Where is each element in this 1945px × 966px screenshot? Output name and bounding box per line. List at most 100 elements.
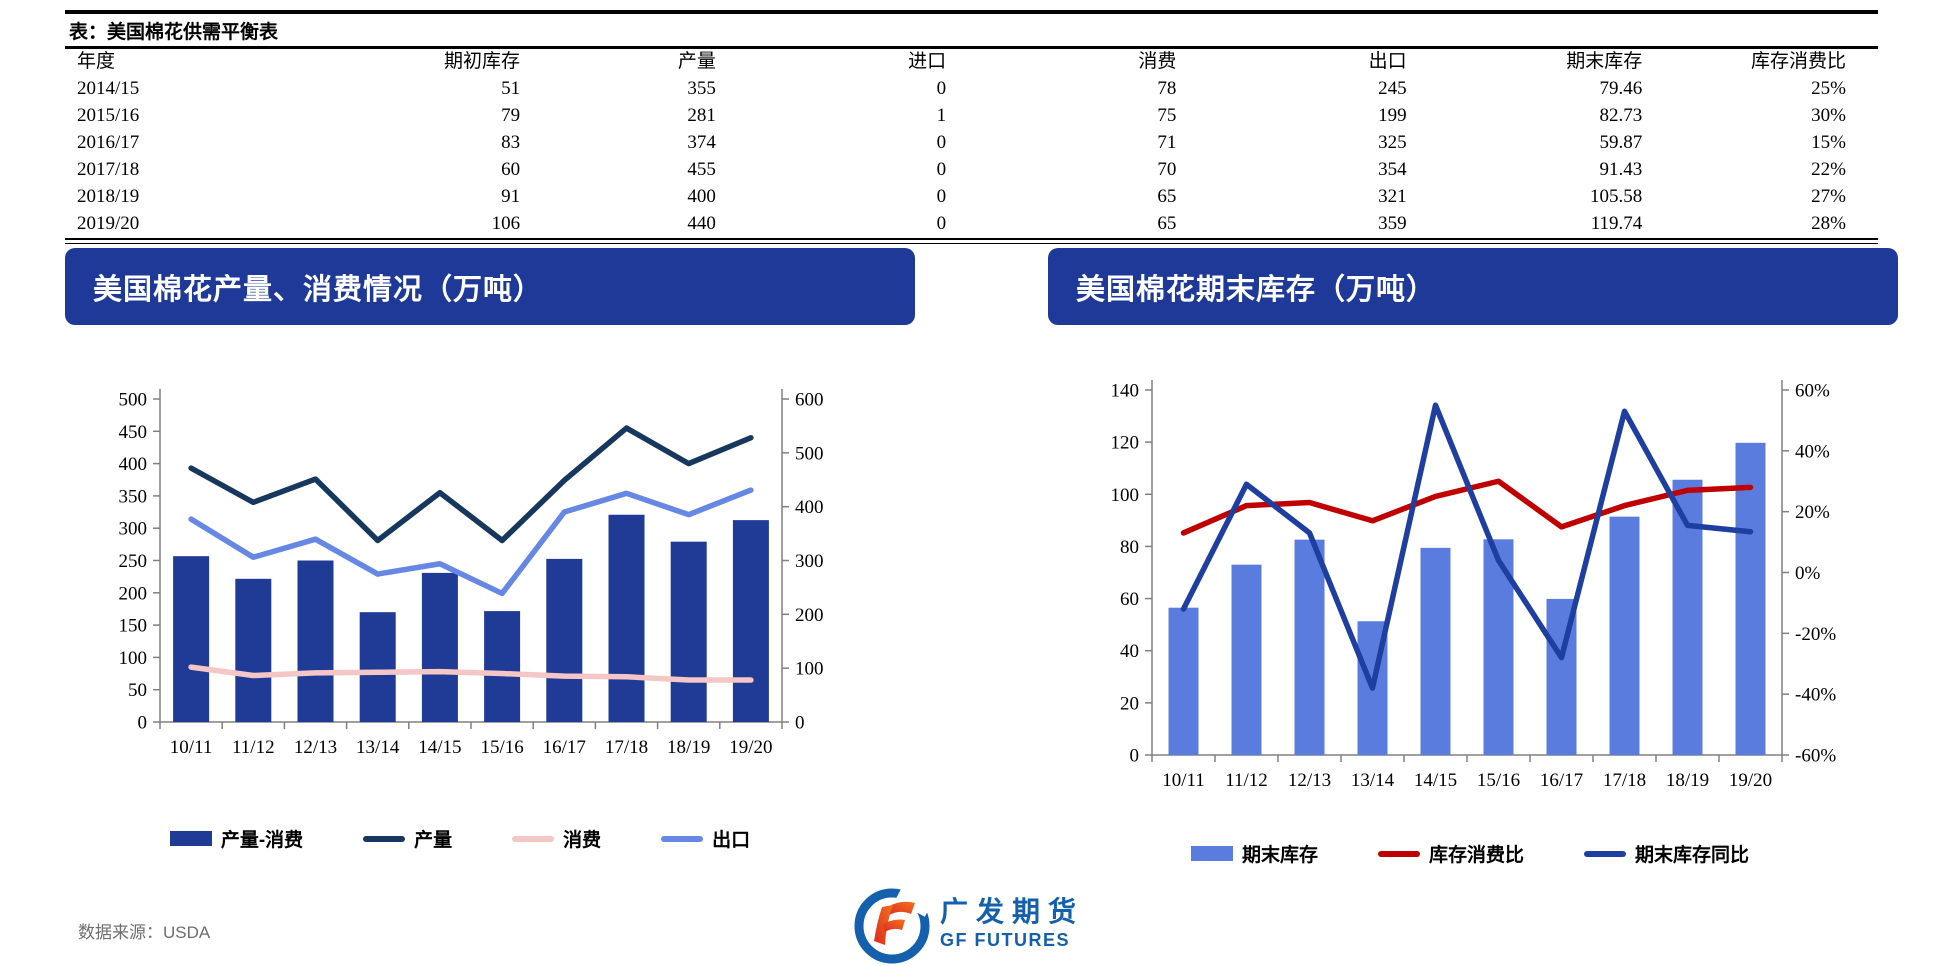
legend-label: 消费 — [563, 830, 602, 851]
legend-line-swatch — [363, 835, 406, 842]
table-cell: 79.46 — [1599, 78, 1643, 100]
table-cell: 78 — [1157, 78, 1177, 100]
legend-item: 期末库存 — [1190, 840, 1318, 867]
svg-text:16/17: 16/17 — [1540, 770, 1583, 791]
svg-text:20%: 20% — [1795, 502, 1830, 523]
table-cell: 105.58 — [1590, 186, 1643, 208]
table-header-cell: 进口 — [908, 51, 947, 73]
table-bottom-rule — [65, 238, 1878, 244]
table-cell: 245 — [1378, 78, 1407, 100]
table-row: 2019/20 106 440 0 65 359 119.74 28% — [65, 211, 1878, 238]
legend-item: 期末库存同比 — [1584, 840, 1749, 867]
legend-bar-swatch — [169, 831, 212, 846]
table-cell: 0 — [936, 78, 947, 100]
legend-item: 出口 — [661, 825, 750, 852]
legend-line-swatch — [1377, 850, 1420, 857]
table-cell: 27% — [1811, 186, 1846, 208]
table-cell: 65 — [1157, 213, 1177, 235]
table-cell: 455 — [687, 159, 716, 181]
legend-line-swatch — [1584, 850, 1626, 857]
svg-text:60%: 60% — [1795, 381, 1830, 402]
logo-text: 广发期货 GF FUTURES — [940, 896, 1085, 951]
svg-text:250: 250 — [119, 551, 148, 572]
table-cell: 0 — [936, 132, 947, 154]
svg-text:200: 200 — [119, 583, 148, 604]
table-header-row: 年度 期初库存 产量 进口 消费 出口 期末库存 库存消费比 — [65, 49, 1878, 76]
table-cell: 91 — [501, 186, 521, 208]
right-chart-title: 美国棉花期末库存（万吨） — [1076, 273, 1437, 306]
svg-text:600: 600 — [795, 390, 824, 411]
legend-item: 产量 — [363, 825, 452, 852]
table-cell: 70 — [1157, 159, 1177, 181]
table-cell: 2019/20 — [77, 213, 140, 235]
left-chart-title: 美国棉花产量、消费情况（万吨） — [93, 273, 544, 306]
svg-text:19/20: 19/20 — [1729, 770, 1772, 791]
svg-text:20: 20 — [1120, 693, 1139, 714]
table-cell: 400 — [687, 186, 716, 208]
legend-item: 消费 — [512, 825, 601, 852]
svg-text:100: 100 — [795, 659, 824, 680]
table-title: 表：美国棉花供需平衡表 — [65, 14, 1878, 49]
svg-text:100: 100 — [119, 648, 148, 669]
table-cell: 59.87 — [1599, 132, 1643, 154]
svg-text:17/18: 17/18 — [1603, 770, 1646, 791]
svg-text:14/15: 14/15 — [1414, 770, 1457, 791]
svg-text:300: 300 — [795, 551, 824, 572]
table-cell: 354 — [1378, 159, 1407, 181]
svg-text:16/17: 16/17 — [543, 737, 586, 758]
svg-text:0%: 0% — [1795, 563, 1821, 584]
table-header-cell: 消费 — [1138, 51, 1177, 73]
svg-text:60: 60 — [1120, 589, 1139, 610]
table-cell: 65 — [1157, 186, 1177, 208]
table-cell: 106 — [491, 213, 521, 235]
svg-text:0: 0 — [795, 713, 805, 734]
ending-stocks-chart: 0 20 40 60 80 100 120 140 -60% -40% -20% 0% 20% 40% 60… — [1111, 380, 1836, 791]
table-cell: 2017/18 — [77, 159, 140, 181]
logo-text-en: GF FUTURES — [940, 930, 1070, 950]
gf-futures-logo-icon — [854, 884, 932, 964]
svg-text:200: 200 — [795, 605, 824, 626]
table-cell: 0 — [936, 159, 947, 181]
legend-bar-swatch — [1190, 846, 1233, 861]
svg-text:12/13: 12/13 — [1288, 770, 1331, 791]
svg-text:50: 50 — [128, 680, 147, 701]
legend-line-swatch — [661, 835, 704, 842]
table-cell: 75 — [1157, 105, 1177, 127]
svg-text:17/18: 17/18 — [605, 737, 648, 758]
table-cell: 30% — [1811, 105, 1846, 127]
svg-text:140: 140 — [1111, 381, 1140, 402]
table-cell: 325 — [1378, 132, 1407, 154]
table-cell: 15% — [1811, 132, 1846, 154]
table-cell: 1 — [936, 105, 947, 127]
svg-text:150: 150 — [119, 616, 148, 637]
svg-text:100: 100 — [1111, 485, 1140, 506]
right-chart-banner: 美国棉花期末库存（万吨） — [1048, 248, 1898, 325]
svg-text:0: 0 — [1130, 746, 1140, 767]
table-cell: 374 — [687, 132, 716, 154]
svg-text:11/12: 11/12 — [1225, 770, 1268, 791]
svg-text:80: 80 — [1120, 537, 1139, 558]
table-cell: 60 — [501, 159, 521, 181]
table-row: 2017/18 60 455 0 70 354 91.43 22% — [65, 157, 1878, 184]
svg-text:400: 400 — [119, 454, 148, 475]
production-consumption-chart: 0 50 100 150 200 250 300 350 400 450 500 0 100 200 300… — [119, 389, 824, 758]
balance-table: 年度 期初库存 产量 进口 消费 出口 期末库存 库存消费比 2014/15 51 355 0 78 2… — [65, 49, 1878, 238]
table-body: 2014/15 51 355 0 78 245 79.46 25% 2015/16 79 281 1 7… — [65, 76, 1878, 238]
table-cell: 71 — [1157, 132, 1177, 154]
svg-text:-20%: -20% — [1795, 624, 1836, 645]
table-cell: 2014/15 — [77, 78, 140, 100]
svg-text:40: 40 — [1120, 641, 1139, 662]
table-cell: 25% — [1811, 78, 1846, 100]
svg-text:350: 350 — [119, 486, 148, 507]
table-cell: 2018/19 — [77, 186, 140, 208]
legend-label: 产量 — [414, 830, 453, 851]
logo-text-cn: 广发期货 — [940, 896, 1085, 928]
svg-text:13/14: 13/14 — [1351, 770, 1395, 791]
left-chart-banner: 美国棉花产量、消费情况（万吨） — [65, 248, 915, 325]
svg-text:500: 500 — [795, 443, 824, 464]
legend-label: 产量-消费 — [220, 830, 304, 851]
table-header-cell: 产量 — [677, 51, 716, 73]
table-cell: 22% — [1811, 159, 1846, 181]
svg-text:15/16: 15/16 — [1477, 770, 1520, 791]
table-row: 2015/16 79 281 1 75 199 82.73 30% — [65, 103, 1878, 130]
